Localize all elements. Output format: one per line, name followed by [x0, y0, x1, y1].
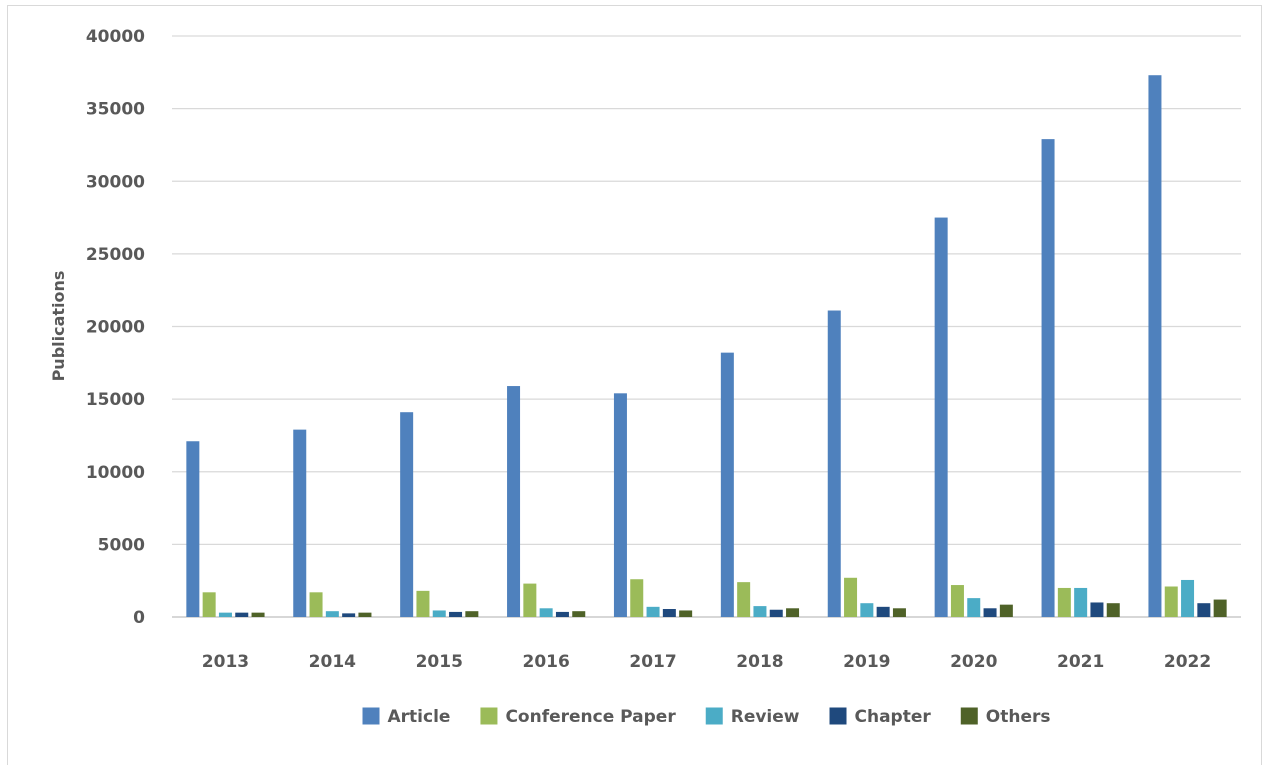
y-tick-label: 25000	[86, 245, 145, 265]
bar-chapter-2016	[555, 611, 569, 617]
bar-chapter-2014	[342, 613, 356, 617]
y-axis-ticks: 0 5000 10000 15000 20000 25000 30000 35000 40000	[86, 27, 145, 628]
bar-conference-paper-2017	[630, 579, 644, 617]
bar-others-2022	[1213, 599, 1227, 617]
x-tick-label: 2015	[416, 652, 463, 672]
bar-review-2017	[646, 606, 660, 617]
legend-label: Others	[986, 707, 1051, 727]
bar-chapter-2018	[769, 609, 783, 617]
bar-chapter-2021	[1090, 602, 1104, 617]
gridlines	[172, 35, 1241, 618]
bar-review-2019	[860, 603, 874, 617]
legend-label: Review	[731, 707, 800, 727]
bar-review-2020	[967, 598, 981, 617]
legend-label: Conference Paper	[505, 707, 676, 727]
bar-article-2016	[507, 386, 521, 617]
bar-conference-paper-2018	[737, 582, 751, 617]
x-tick-label: 2014	[309, 652, 356, 672]
x-tick-label: 2018	[736, 652, 783, 672]
bar-article-2014	[293, 429, 307, 617]
x-tick-label: 2017	[629, 652, 676, 672]
bar-review-2021	[1074, 587, 1088, 617]
y-tick-label: 0	[133, 608, 145, 628]
bar-conference-paper-2016	[523, 583, 537, 617]
bar-review-2018	[753, 606, 767, 617]
legend-swatch	[480, 707, 498, 725]
bar-others-2021	[1106, 603, 1120, 617]
bar-others-2016	[572, 611, 586, 617]
legend-item-review: Review	[705, 707, 800, 727]
bar-review-2022	[1181, 579, 1195, 617]
bar-conference-paper-2020	[950, 585, 964, 617]
y-axis-label: Publications	[49, 271, 68, 382]
legend-swatch	[829, 707, 847, 725]
x-tick-label: 2019	[843, 652, 890, 672]
y-tick-label: 35000	[86, 100, 145, 120]
bar-conference-paper-2015	[416, 590, 430, 617]
x-tick-label: 2016	[522, 652, 569, 672]
bar-review-2013	[218, 612, 232, 617]
bar-others-2015	[465, 611, 479, 617]
legend-item-article: Article	[362, 707, 451, 727]
x-axis-ticks: 2013 2014 2015 2016 2017 2018 2019 2020 2021 2022	[202, 652, 1211, 672]
x-tick-label: 2013	[202, 652, 249, 672]
x-tick-label: 2021	[1057, 652, 1104, 672]
bar-chapter-2013	[235, 612, 249, 617]
y-tick-label: 10000	[86, 463, 145, 483]
bar-others-2014	[358, 612, 372, 617]
bar-article-2019	[827, 310, 841, 617]
y-tick-label: 5000	[98, 535, 145, 555]
bar-article-2022	[1148, 75, 1162, 617]
bar-chapter-2022	[1197, 603, 1211, 617]
bar-article-2018	[720, 352, 734, 617]
bar-chapter-2015	[449, 611, 463, 617]
chart-frame	[7, 5, 1262, 765]
legend: Article Conference Paper Review Chapter Othe…	[362, 707, 1051, 727]
y-tick-label: 20000	[86, 318, 145, 338]
bar-article-2020	[934, 217, 948, 617]
legend-label: Article	[388, 707, 451, 727]
legend-swatch	[705, 707, 723, 725]
bar-others-2019	[892, 608, 906, 617]
bar-chapter-2017	[662, 609, 676, 617]
legend-item-conference-paper: Conference Paper	[480, 707, 676, 727]
bar-review-2015	[432, 610, 446, 617]
bar-others-2013	[251, 612, 265, 617]
bar-conference-paper-2021	[1057, 587, 1071, 617]
bar-conference-paper-2022	[1164, 586, 1178, 617]
x-tick-label: 2022	[1164, 652, 1211, 672]
bar-review-2016	[539, 608, 553, 617]
legend-swatch	[362, 707, 380, 725]
x-tick-label: 2020	[950, 652, 997, 672]
bar-article-2013	[186, 441, 200, 617]
bar-conference-paper-2013	[202, 592, 216, 617]
legend-item-chapter: Chapter	[829, 707, 932, 727]
y-tick-label: 40000	[86, 27, 145, 47]
legend-swatch	[960, 707, 978, 725]
bar-article-2017	[613, 393, 627, 617]
y-tick-label: 30000	[86, 172, 145, 192]
bar-chapter-2019	[876, 606, 890, 617]
bar-chapter-2020	[983, 608, 997, 617]
legend-item-others: Others	[960, 707, 1051, 727]
bars	[186, 75, 1227, 617]
y-tick-label: 15000	[86, 390, 145, 410]
bar-others-2018	[786, 608, 800, 617]
bar-conference-paper-2019	[844, 577, 858, 617]
legend-label: Chapter	[855, 707, 932, 727]
bar-article-2021	[1041, 139, 1055, 617]
bar-review-2014	[325, 611, 339, 617]
bar-others-2017	[679, 610, 693, 617]
bar-article-2015	[400, 412, 414, 617]
bar-conference-paper-2014	[309, 592, 323, 617]
bar-others-2020	[999, 604, 1013, 617]
